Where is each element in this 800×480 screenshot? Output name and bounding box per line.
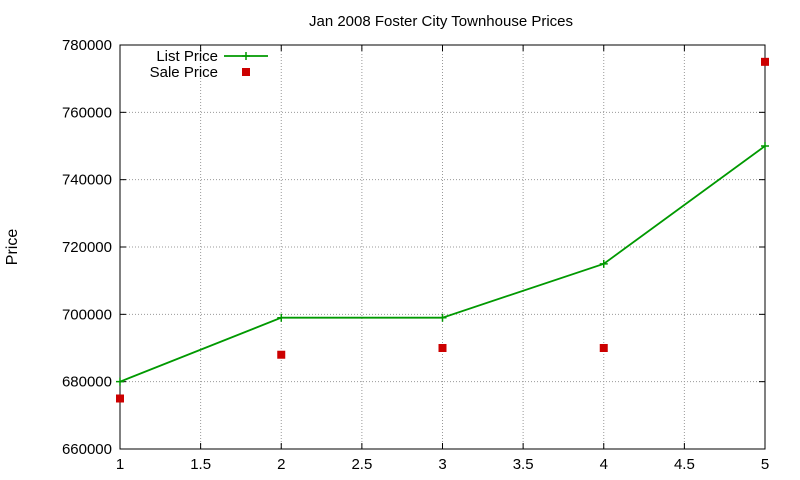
- y-tick-label: 740000: [62, 172, 112, 189]
- y-tick-label: 780000: [62, 37, 112, 54]
- x-tick-label: 4.5: [674, 456, 695, 473]
- list-price-point: [277, 313, 286, 322]
- y-tick-label: 660000: [62, 441, 112, 458]
- x-tick-label: 1.5: [190, 456, 211, 473]
- sale-price-point: [116, 394, 124, 403]
- x-tick-label: 2: [277, 456, 285, 473]
- grid: [120, 45, 765, 449]
- sale-price-point: [761, 57, 769, 66]
- y-tick-label: 680000: [62, 374, 112, 391]
- legend-swatch-marker: [242, 68, 250, 76]
- list-price-point: [599, 259, 608, 268]
- series-sale-price: [116, 57, 769, 403]
- x-tick-label: 4: [600, 456, 608, 473]
- chart-title: Jan 2008 Foster City Townhouse Prices: [309, 13, 573, 30]
- x-tick-label: 5: [761, 456, 769, 473]
- x-tick-label: 1: [116, 456, 124, 473]
- legend-label: Sale Price: [150, 64, 218, 81]
- axis-ticks: 1 1.5 2 2.5 3 3.5 4 4.5 5 660000 680000 700000 72000…: [62, 37, 769, 473]
- sale-price-point: [438, 344, 447, 352]
- series-list-price: [116, 142, 769, 386]
- y-tick-label: 720000: [62, 239, 112, 256]
- legend-swatch-marker: [242, 52, 250, 60]
- y-tick-label: 760000: [62, 104, 112, 121]
- sale-price-point: [277, 350, 286, 359]
- list-price-point: [116, 377, 124, 386]
- y-axis-label: Price: [4, 229, 21, 266]
- list-price-point: [761, 142, 769, 150]
- x-tick-label: 2.5: [351, 456, 372, 473]
- x-tick-label: 3: [438, 456, 446, 473]
- sale-price-point: [599, 344, 608, 352]
- y-tick-label: 700000: [62, 306, 112, 323]
- series: [116, 57, 769, 403]
- x-tick-label: 3.5: [513, 456, 534, 473]
- list-price-point: [438, 313, 447, 322]
- legend-label: List Price: [156, 48, 218, 65]
